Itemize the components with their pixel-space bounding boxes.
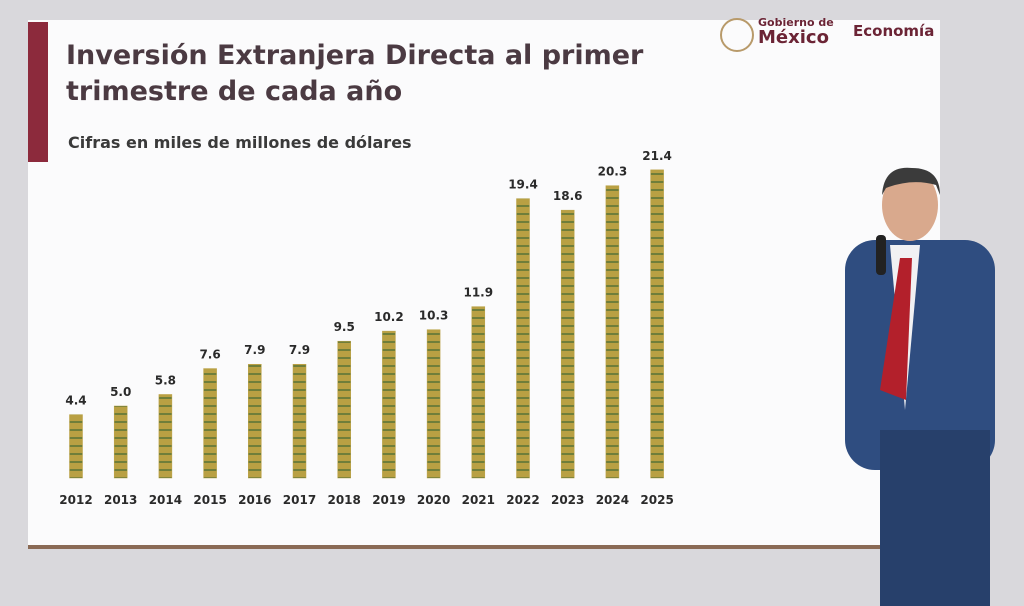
logo-text: Economía: [853, 22, 935, 40]
bar: [471, 306, 486, 479]
logo-text: México: [758, 27, 829, 48]
x-tick-label: 2018: [327, 493, 360, 507]
data-label: 11.9: [463, 286, 493, 300]
data-label: 9.5: [334, 320, 355, 334]
data-label: 7.6: [199, 348, 220, 362]
data-label: 20.3: [598, 165, 628, 179]
chart-title: Inversión Extranjera Directa al primer t…: [66, 40, 644, 107]
data-label: 19.4: [508, 178, 538, 192]
bar: [158, 394, 173, 479]
data-label: 4.4: [65, 394, 86, 408]
x-tick-label: 2013: [104, 493, 137, 507]
x-tick-label: 2016: [238, 493, 271, 507]
bar: [516, 198, 530, 479]
x-tick-label: 2022: [506, 493, 539, 507]
bar: [605, 185, 620, 479]
x-tick-label: 2017: [283, 493, 316, 507]
bar: [426, 329, 441, 479]
x-tick-label: 2024: [596, 493, 629, 507]
chart-subtitle: Cifras en miles de millones de dólares: [68, 133, 412, 152]
data-label: 7.9: [289, 343, 310, 357]
x-tick-label: 2023: [551, 493, 584, 507]
bar: [337, 340, 351, 479]
data-label: 5.8: [155, 373, 176, 387]
bar: [560, 209, 575, 479]
data-label: 10.2: [374, 310, 404, 324]
x-tick-label: 2019: [372, 493, 405, 507]
data-label: 10.3: [419, 309, 449, 323]
x-tick-label: 2020: [417, 493, 450, 507]
logo-emblem: [720, 18, 754, 52]
bar: [650, 169, 664, 479]
x-tick-label: 2014: [149, 493, 182, 507]
x-tick-label: 2025: [640, 493, 673, 507]
x-tick-label: 2015: [193, 493, 226, 507]
logo-text: Gobierno de: [758, 16, 834, 29]
x-tick-label: 2021: [462, 493, 495, 507]
data-label: 21.4: [642, 149, 672, 163]
data-label: 7.9: [244, 343, 265, 357]
speaker: [845, 167, 995, 606]
bar: [248, 363, 262, 479]
x-tick-label: 2012: [59, 493, 92, 507]
bar: [382, 330, 396, 479]
data-label: 5.0: [110, 385, 131, 399]
accent-bar: [28, 22, 48, 162]
data-label: 18.6: [553, 189, 583, 203]
bar: [203, 368, 217, 479]
bar: [113, 405, 128, 479]
bar: [292, 363, 307, 479]
bar: [69, 414, 83, 479]
